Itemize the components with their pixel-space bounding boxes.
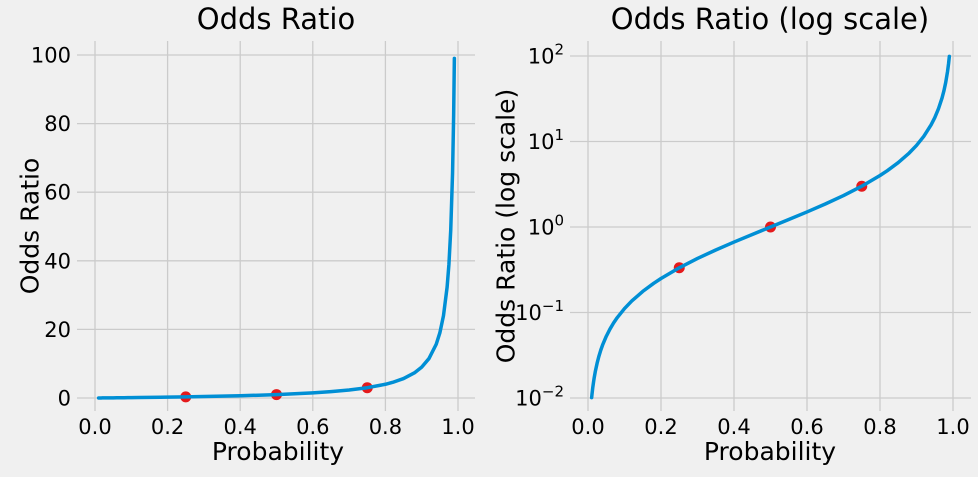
y-tick-label: 100 bbox=[528, 212, 564, 240]
odds-curve bbox=[96, 56, 457, 400]
left-plot-ylabel: Odds Ratio bbox=[15, 157, 45, 295]
right-plot-xlabel: Probability bbox=[703, 437, 837, 466]
y-tick-label: 10−1 bbox=[515, 297, 564, 325]
y-tick-label: 101 bbox=[528, 126, 564, 154]
x-tick-label: 1.0 bbox=[441, 415, 474, 439]
y-tick-label: 0 bbox=[58, 387, 71, 411]
odds-curve bbox=[589, 54, 952, 400]
x-tick-label: 0.8 bbox=[863, 415, 896, 439]
y-tick-label: 10−2 bbox=[515, 383, 564, 411]
axes-background bbox=[77, 41, 475, 411]
left-plot-xlabel: Probability bbox=[211, 437, 345, 466]
x-tick-label: 1.0 bbox=[936, 415, 969, 439]
x-tick-label: 0.4 bbox=[223, 415, 256, 439]
right-plot-title: Odds Ratio (log scale) bbox=[610, 2, 930, 36]
x-tick-label: 0.0 bbox=[78, 415, 111, 439]
x-tick-label: 0.6 bbox=[790, 415, 823, 439]
y-tick-label: 80 bbox=[44, 112, 71, 136]
x-tick-label: 0.6 bbox=[296, 415, 329, 439]
y-tick-label: 60 bbox=[44, 181, 71, 205]
right-plot-ylabel: Odds Ratio (log scale) bbox=[491, 88, 521, 364]
y-tick-label: 40 bbox=[44, 249, 71, 273]
x-tick-label: 0.0 bbox=[571, 415, 604, 439]
x-tick-label: 0.2 bbox=[644, 415, 677, 439]
x-tick-label: 0.8 bbox=[369, 415, 402, 439]
y-tick-label: 102 bbox=[528, 41, 564, 69]
y-tick-label: 100 bbox=[31, 44, 71, 68]
x-tick-label: 0.4 bbox=[717, 415, 750, 439]
left-plot-title: Odds Ratio bbox=[196, 2, 356, 36]
x-tick-label: 0.2 bbox=[151, 415, 184, 439]
y-tick-label: 20 bbox=[44, 318, 71, 342]
